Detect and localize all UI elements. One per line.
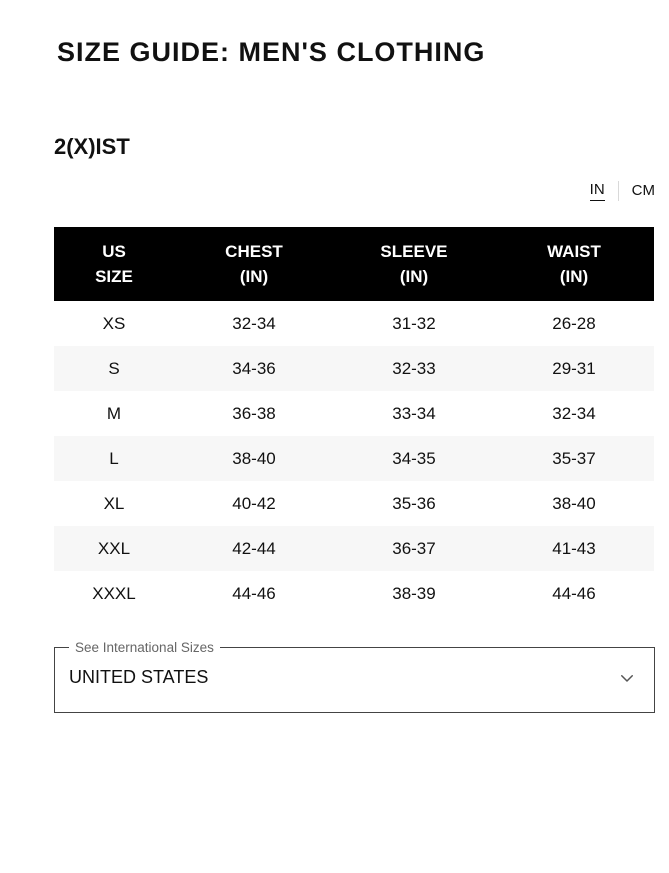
chest-cell: 40-42	[232, 493, 276, 513]
waist-cell: 44-46	[552, 583, 596, 603]
unit-cm-button[interactable]: CM	[631, 181, 655, 199]
col-header-waist: WAIST (IN)	[493, 227, 654, 301]
size-table-header: US SIZE CHEST (IN) SLEEVE (IN) WAIST (IN…	[54, 227, 654, 301]
col-header-chest-line1: CHEST	[225, 242, 283, 261]
table-row-xs: XS 32-34 31-32 26-28	[54, 301, 654, 346]
waist-cell: 32-34	[552, 403, 596, 423]
col-header-chest: CHEST (IN)	[174, 227, 334, 301]
table-row-s: S 34-36 32-33 29-31	[54, 346, 654, 391]
col-header-us-size-line1: US	[102, 242, 126, 261]
sleeve-cell: 33-34	[392, 403, 436, 423]
chest-cell: 44-46	[232, 583, 276, 603]
us-size-cell: XXXL	[92, 583, 136, 603]
us-size-cell: XL	[103, 493, 125, 513]
col-header-us-size-line2: SIZE	[95, 267, 133, 286]
col-header-waist-line2: (IN)	[559, 267, 589, 286]
waist-cell: 41-43	[552, 538, 596, 558]
col-header-us-size: US SIZE	[54, 227, 174, 301]
sleeve-cell: 34-35	[392, 448, 436, 468]
size-table-body: XS 32-34 31-32 26-28 S 34-36 32-33 29-31…	[54, 301, 654, 616]
us-size-cell: XS	[102, 313, 126, 333]
us-size-cell: S	[108, 358, 120, 378]
col-header-waist-line1: WAIST	[547, 242, 601, 261]
chevron-down-icon	[621, 674, 633, 682]
col-header-sleeve-line2: (IN)	[399, 267, 429, 286]
unit-in-button[interactable]: IN	[589, 181, 605, 201]
page-title: SIZE GUIDE: MEN'S CLOTHING	[57, 37, 486, 67]
sleeve-cell: 36-37	[392, 538, 436, 558]
table-row-l: L 38-40 34-35 35-37	[54, 436, 654, 481]
chest-cell: 32-34	[232, 313, 276, 333]
table-row-m: M 36-38 33-34 32-34	[54, 391, 654, 436]
table-row-xxl: XXL 42-44 36-37 41-43	[54, 526, 654, 571]
chest-cell: 36-38	[232, 403, 276, 423]
unit-toggle: IN CM	[589, 181, 655, 201]
col-header-sleeve-line1: SLEEVE	[380, 242, 448, 261]
international-sizes-label: See International Sizes	[75, 640, 214, 655]
us-size-cell: XXL	[97, 538, 131, 558]
sleeve-cell: 35-36	[392, 493, 436, 513]
selected-country-value: UNITED STATES	[69, 667, 209, 687]
header-row: US SIZE CHEST (IN) SLEEVE (IN) WAIST (IN…	[54, 227, 654, 301]
international-sizes-select[interactable]: See International Sizes UNITED STATES	[54, 640, 655, 713]
brand-name: 2(X)IST	[54, 134, 130, 159]
waist-cell: 29-31	[552, 358, 596, 378]
sleeve-cell: 38-39	[392, 583, 436, 603]
select-row: UNITED STATES	[69, 655, 640, 699]
us-size-cell: M	[106, 403, 122, 423]
unit-toggle-divider	[617, 181, 619, 201]
chest-cell: 42-44	[232, 538, 276, 558]
size-table: US SIZE CHEST (IN) SLEEVE (IN) WAIST (IN…	[54, 227, 654, 616]
chest-cell: 34-36	[232, 358, 276, 378]
waist-cell: 26-28	[552, 313, 596, 333]
waist-cell: 38-40	[552, 493, 596, 513]
us-size-cell: L	[109, 448, 119, 468]
table-row-xl: XL 40-42 35-36 38-40	[54, 481, 654, 526]
waist-cell: 35-37	[552, 448, 596, 468]
col-header-chest-line2: (IN)	[239, 267, 269, 286]
sleeve-cell: 32-33	[392, 358, 436, 378]
col-header-sleeve: SLEEVE (IN)	[333, 227, 494, 301]
chest-cell: 38-40	[232, 448, 276, 468]
table-row-xxxl: XXXL 44-46 38-39 44-46	[54, 571, 654, 616]
sleeve-cell: 31-32	[392, 313, 436, 333]
